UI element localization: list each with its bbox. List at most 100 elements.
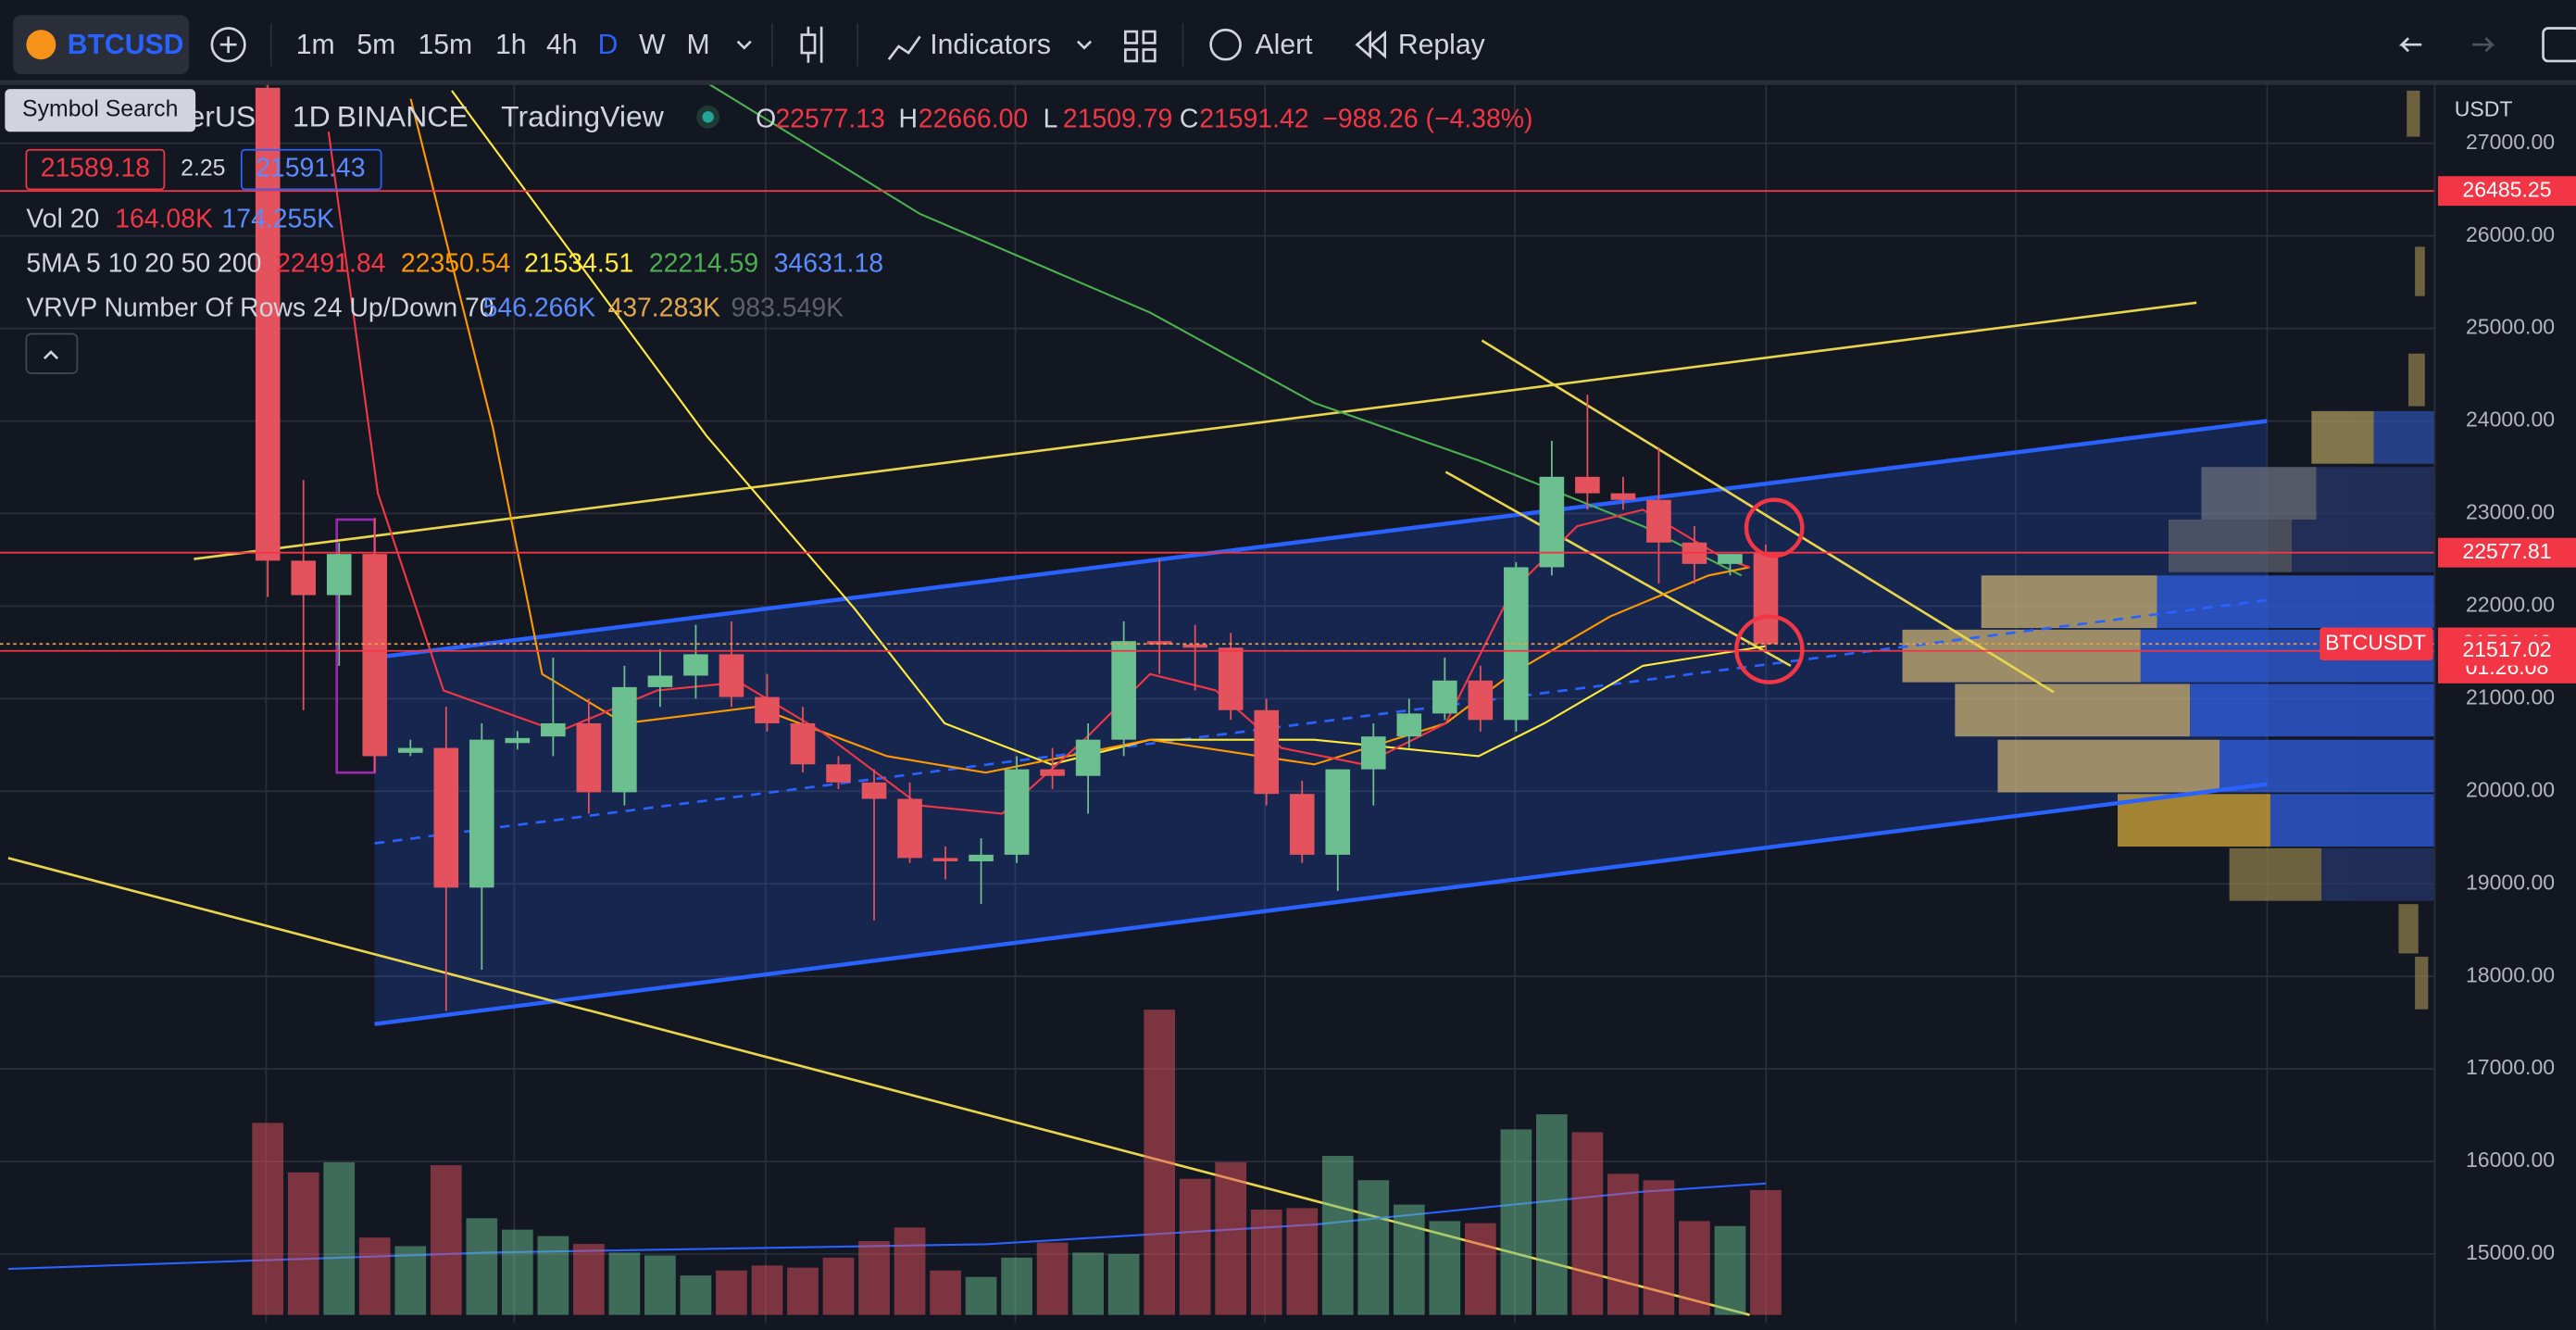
layout-icon[interactable] <box>1124 30 1157 63</box>
symbol-button[interactable] <box>13 15 190 75</box>
volume-bar <box>1500 1129 1532 1315</box>
candle-body <box>826 764 851 783</box>
fullscreen[interactable] <box>2542 27 2576 63</box>
y-tick-label: 18000.00 <box>2466 962 2555 986</box>
vol-title: Vol 20 <box>26 205 99 234</box>
candle-body <box>1360 736 1386 770</box>
candle-body <box>790 722 816 765</box>
candle-body <box>1539 476 1565 568</box>
tooltip <box>5 89 196 132</box>
volume-bar <box>1286 1208 1319 1315</box>
volume-bar <box>1679 1221 1710 1315</box>
vol-value: 174.255K <box>222 205 335 234</box>
ma-title: 5MA 5 10 20 50 200 <box>26 248 261 278</box>
indicators-button[interactable]: Indicators <box>930 30 1051 60</box>
candle-body <box>1575 476 1600 494</box>
volume-bar <box>1144 1010 1176 1315</box>
spread: 2.25 <box>181 157 225 182</box>
volume-bar <box>1464 1223 1496 1315</box>
indicators-icon <box>887 35 921 60</box>
undo[interactable] <box>2398 37 2422 53</box>
ma-line <box>706 82 1743 577</box>
candle-body <box>1218 647 1244 710</box>
volume-bar <box>323 1161 356 1315</box>
candle-body <box>1646 499 1671 543</box>
ma-value: 34631.18 <box>774 248 883 278</box>
candle-body <box>433 747 459 888</box>
legend-change: −988.26 (−4.38%) <box>1322 104 1532 133</box>
price-tag <box>2437 176 2576 207</box>
volume-bar <box>716 1270 747 1315</box>
alert-button[interactable]: Alert <box>1256 30 1314 60</box>
volume-bar <box>858 1241 890 1315</box>
candle-body <box>1040 769 1065 776</box>
y-tick-label: 15000.00 <box>2466 1240 2555 1264</box>
ma-value: 22491.84 <box>276 248 385 278</box>
volume-bar <box>1393 1204 1425 1315</box>
y-tick-label: 19000.00 <box>2466 870 2555 894</box>
interval-menu[interactable] <box>736 40 752 50</box>
volume-bar <box>394 1246 427 1315</box>
interval-button[interactable]: 15m <box>418 30 472 60</box>
candle-body <box>1753 552 1779 645</box>
candle-body <box>469 739 494 888</box>
vp-up <box>2415 246 2425 296</box>
channel-lower <box>374 782 2268 1026</box>
candle-body <box>1289 794 1315 855</box>
volume-bar <box>751 1265 783 1315</box>
vp-up <box>2168 519 2293 572</box>
interval-button[interactable]: 5m <box>356 30 395 60</box>
interval-button[interactable]: D <box>598 30 619 60</box>
layout-cell <box>1124 30 1139 44</box>
y-tick-label: 21000.00 <box>2466 684 2555 709</box>
channel-upper <box>374 419 2268 660</box>
bid-box[interactable] <box>25 148 166 191</box>
interval-button[interactable]: 1m <box>296 30 335 60</box>
interval-button[interactable]: 1h <box>495 30 527 60</box>
candle-body <box>291 560 317 596</box>
ask-box[interactable] <box>240 148 382 191</box>
volume-bar <box>1036 1242 1069 1315</box>
volume-bar <box>501 1229 533 1315</box>
ohlc-key: H <box>899 104 919 133</box>
symbol[interactable]: BTCUSD <box>68 30 184 60</box>
ma-value: 22350.54 <box>401 248 510 278</box>
vp-up <box>2201 467 2317 520</box>
volume-bar <box>358 1237 391 1315</box>
indicators-menu[interactable] <box>1076 40 1093 50</box>
candle-body <box>505 737 531 744</box>
y-tick-label: 16000.00 <box>2466 1148 2555 1172</box>
redo[interactable] <box>2472 37 2495 53</box>
volume-bar <box>466 1218 498 1315</box>
candle-body <box>541 722 566 737</box>
candle-body <box>1146 641 1172 645</box>
alert-icon <box>1209 28 1242 61</box>
currency-label[interactable]: USDT <box>2455 96 2513 120</box>
price-tag-label: 22577.81 <box>2462 539 2551 563</box>
interval-button[interactable]: M <box>686 30 709 60</box>
interval-button[interactable]: W <box>639 30 666 60</box>
add-icon <box>219 36 237 54</box>
interval-button[interactable]: 4h <box>546 30 578 60</box>
volume-bar <box>1607 1173 1639 1315</box>
volume-bar <box>430 1165 462 1315</box>
candle-body <box>255 87 281 561</box>
replay-button[interactable]: Replay <box>1398 30 1486 60</box>
candle-body <box>612 686 637 793</box>
highlight-circle <box>1734 614 1805 684</box>
ohlc-value: 21509.79 <box>1063 104 1172 133</box>
volume-bar <box>894 1227 926 1315</box>
vp-down <box>2373 410 2435 464</box>
price-tag-label: 21517.02 <box>2462 637 2551 661</box>
add-symbol[interactable] <box>210 27 246 63</box>
candle-body <box>362 554 388 757</box>
vp-up <box>2311 410 2374 464</box>
y-tick-label: 27000.00 <box>2466 130 2555 154</box>
layout-cell <box>1142 30 1157 44</box>
volume-bar <box>537 1236 569 1315</box>
volume-bar <box>1250 1209 1282 1315</box>
price-tag-label: 26485.25 <box>2462 177 2551 201</box>
candle-body <box>1610 493 1636 500</box>
candle-body <box>1004 769 1030 855</box>
layout-cell <box>1142 48 1157 63</box>
